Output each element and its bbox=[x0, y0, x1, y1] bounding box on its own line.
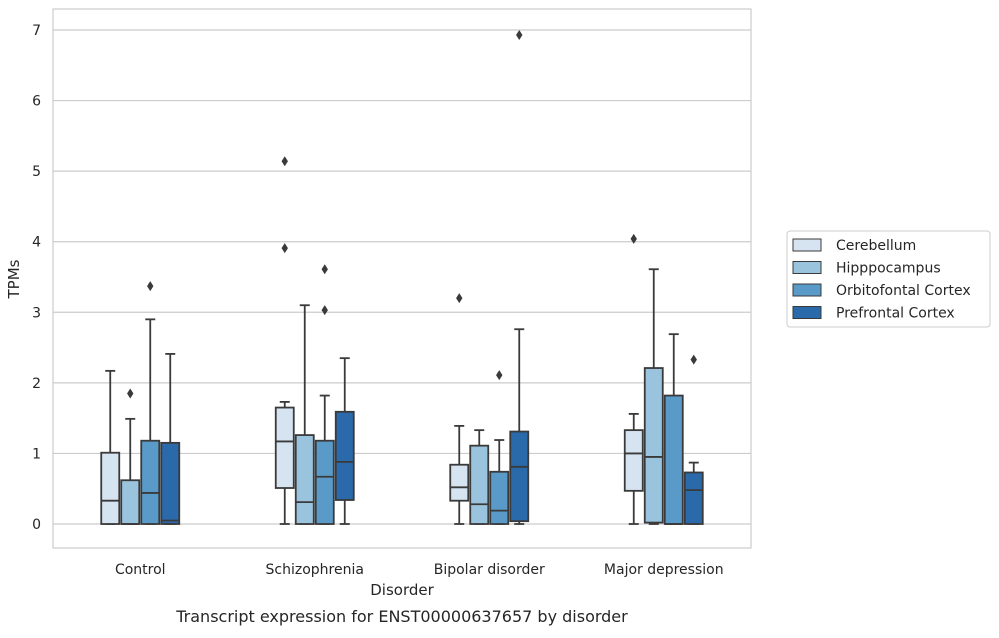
outlier-point bbox=[147, 281, 154, 292]
outlier-point bbox=[630, 233, 637, 244]
legend-swatch bbox=[792, 306, 822, 319]
y-tick-label: 0 bbox=[32, 517, 41, 533]
box bbox=[683, 471, 704, 525]
box bbox=[663, 394, 684, 525]
box-group bbox=[274, 156, 295, 525]
outlier-point bbox=[456, 293, 463, 304]
box-group bbox=[334, 357, 355, 525]
legend-label: Prefrontal Cortex bbox=[836, 306, 955, 322]
box bbox=[623, 429, 644, 492]
box bbox=[489, 470, 510, 525]
legend-swatch bbox=[792, 238, 822, 252]
y-tick-label: 2 bbox=[32, 376, 41, 392]
box-group bbox=[449, 293, 470, 525]
x-tick-label: Major depression bbox=[604, 562, 724, 578]
box bbox=[334, 410, 355, 501]
box-group bbox=[469, 429, 490, 525]
outlier-point bbox=[281, 156, 288, 167]
y-tick-label: 6 bbox=[32, 94, 41, 110]
legend-label: Hipppocampus bbox=[836, 261, 941, 277]
box bbox=[314, 439, 335, 525]
y-tick-label: 4 bbox=[32, 235, 41, 251]
box bbox=[294, 434, 315, 525]
outlier-point bbox=[321, 305, 328, 316]
box-group bbox=[643, 268, 664, 525]
box bbox=[274, 406, 295, 489]
legend-swatch bbox=[792, 261, 822, 274]
box bbox=[140, 439, 161, 525]
box bbox=[100, 451, 121, 525]
box-group bbox=[489, 370, 510, 525]
box bbox=[643, 367, 664, 524]
box-group bbox=[683, 354, 704, 525]
outlier-point bbox=[281, 243, 288, 254]
outlier-point bbox=[690, 354, 697, 365]
box-group bbox=[120, 388, 141, 525]
y-tick-label: 7 bbox=[32, 23, 41, 39]
x-axis-label: Disorder bbox=[370, 581, 434, 599]
box-group bbox=[509, 29, 530, 525]
chart-caption: Transcript expression for ENST0000063765… bbox=[175, 607, 628, 626]
box-group bbox=[100, 369, 121, 525]
x-tick-label: Bipolar disorder bbox=[434, 562, 545, 578]
outlier-point bbox=[496, 370, 503, 381]
y-tick-labels: 0 1 2 3 4 5 6 7 bbox=[32, 23, 41, 533]
box bbox=[469, 444, 490, 525]
outlier-point bbox=[516, 29, 523, 40]
box bbox=[509, 430, 530, 523]
legend-frame bbox=[786, 230, 991, 328]
box-group bbox=[663, 333, 684, 525]
y-tick-label: 5 bbox=[32, 164, 41, 180]
box bbox=[160, 441, 181, 525]
legend-swatch bbox=[792, 283, 822, 297]
y-tick-label: 1 bbox=[32, 446, 41, 462]
y-tick-label: 3 bbox=[32, 305, 41, 321]
box bbox=[120, 479, 141, 525]
plot-frame bbox=[52, 8, 752, 549]
box-group bbox=[623, 233, 644, 525]
x-tick-label: Schizophrenia bbox=[266, 562, 364, 578]
box-group bbox=[160, 353, 181, 525]
y-axis-label: TPMs bbox=[5, 259, 23, 299]
box-group bbox=[140, 281, 161, 525]
outlier-point bbox=[127, 388, 134, 399]
box-series bbox=[100, 29, 704, 525]
x-tick-labels: Control Schizophrenia Bipolar disorder Majo… bbox=[115, 562, 724, 578]
legend-label: Cerebellum bbox=[836, 238, 916, 254]
outlier-point bbox=[321, 264, 328, 275]
legend: Cerebellum Hipppocampus Orbitofontal Corte… bbox=[786, 230, 991, 328]
box bbox=[449, 463, 470, 502]
x-tick-label: Control bbox=[115, 562, 166, 578]
box-group bbox=[294, 304, 315, 525]
legend-label: Orbitofontal Cortex bbox=[836, 283, 971, 299]
box-group bbox=[314, 264, 335, 525]
